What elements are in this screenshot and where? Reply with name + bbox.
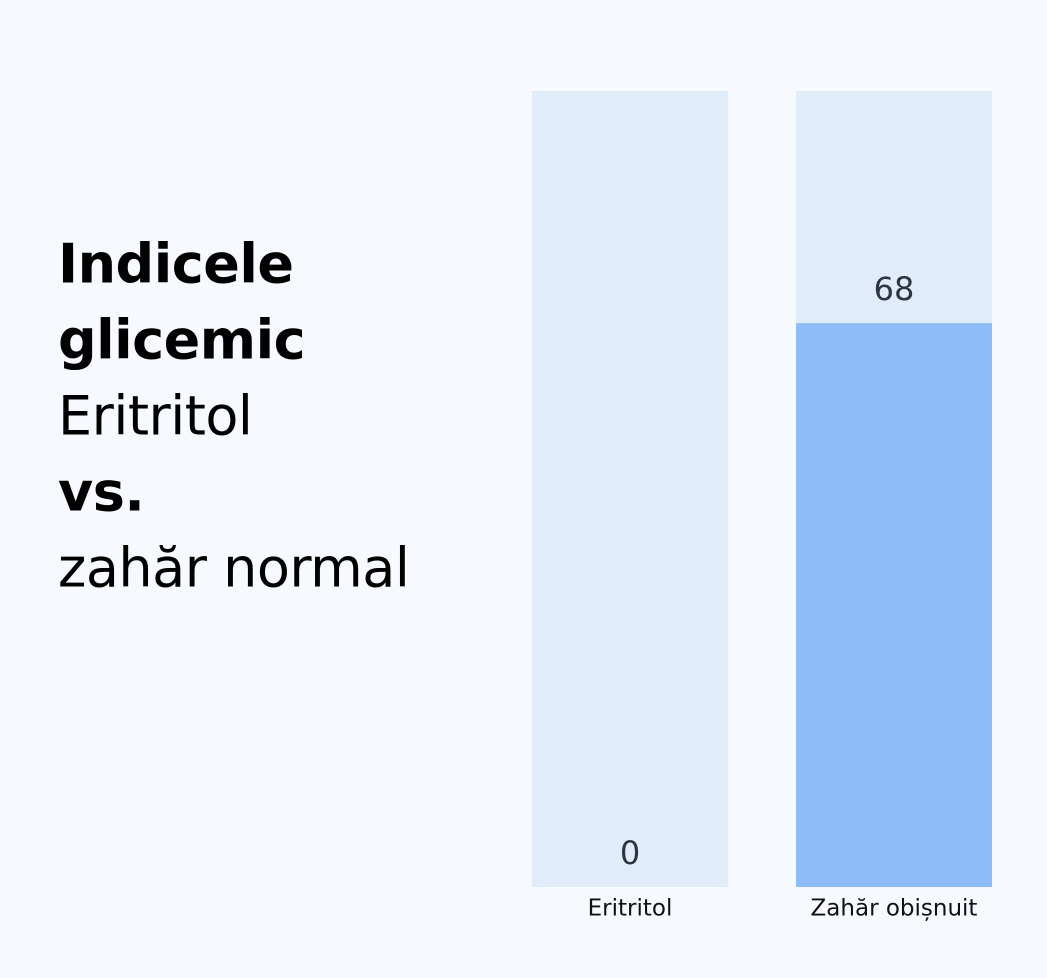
value-label: 0 [620,834,640,872]
bar [796,323,992,888]
title-line: vs. [58,461,144,524]
title-line: glicemic [58,309,305,372]
value-label: 68 [874,270,915,308]
x-tick-label: Eritritol [588,896,673,922]
title-line: Indicele [58,233,293,296]
title: Indicele glicemic Eritritol vs. zahăr normal [58,233,410,600]
bar-track [532,91,728,887]
x-tick-label: Zahăr obișnuit [811,896,978,922]
title-line: Eritritol [58,385,252,448]
title-line: zahăr normal [58,537,409,600]
